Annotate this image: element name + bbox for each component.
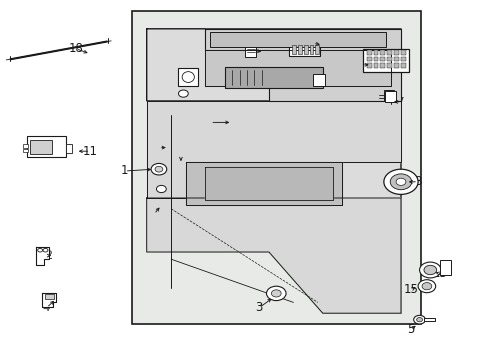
Polygon shape bbox=[205, 50, 390, 86]
Text: 18: 18 bbox=[68, 42, 83, 55]
Bar bbox=[309, 45, 313, 54]
Bar bbox=[366, 63, 371, 68]
Bar bbox=[385, 91, 395, 102]
Circle shape bbox=[43, 248, 48, 252]
Bar bbox=[386, 57, 391, 61]
Bar bbox=[439, 260, 450, 275]
Circle shape bbox=[38, 248, 42, 252]
Circle shape bbox=[413, 315, 425, 324]
Text: 15: 15 bbox=[403, 283, 417, 296]
Bar bbox=[23, 149, 28, 152]
Circle shape bbox=[419, 262, 440, 278]
Bar bbox=[400, 50, 405, 55]
Text: 13: 13 bbox=[432, 267, 447, 280]
Polygon shape bbox=[205, 167, 332, 200]
Text: 11: 11 bbox=[83, 145, 98, 158]
Bar bbox=[393, 63, 398, 68]
Bar bbox=[297, 45, 301, 54]
Text: 5: 5 bbox=[406, 323, 414, 336]
Polygon shape bbox=[41, 293, 56, 307]
Bar bbox=[224, 67, 322, 88]
Bar bbox=[383, 90, 393, 101]
Bar bbox=[30, 140, 52, 154]
Bar bbox=[400, 63, 405, 68]
Circle shape bbox=[178, 90, 188, 97]
Bar bbox=[288, 41, 320, 56]
Circle shape bbox=[156, 185, 166, 193]
Circle shape bbox=[423, 265, 436, 275]
Text: 14: 14 bbox=[305, 37, 320, 50]
Polygon shape bbox=[185, 162, 342, 205]
Bar bbox=[132, 11, 420, 324]
Circle shape bbox=[417, 280, 435, 293]
Circle shape bbox=[389, 174, 411, 190]
Text: 1: 1 bbox=[121, 165, 128, 177]
Bar bbox=[373, 63, 378, 68]
Circle shape bbox=[421, 283, 431, 290]
Bar bbox=[23, 144, 28, 148]
Text: 2: 2 bbox=[150, 208, 158, 221]
Text: 8: 8 bbox=[413, 175, 421, 188]
Text: 17: 17 bbox=[246, 44, 261, 57]
Bar bbox=[66, 144, 72, 153]
Bar bbox=[400, 57, 405, 61]
Bar bbox=[315, 45, 319, 54]
Bar bbox=[424, 318, 434, 321]
Circle shape bbox=[383, 169, 417, 194]
Bar bbox=[27, 136, 66, 157]
Polygon shape bbox=[146, 101, 400, 198]
Bar bbox=[373, 57, 378, 61]
Circle shape bbox=[395, 178, 405, 185]
Bar bbox=[393, 57, 398, 61]
Text: 4: 4 bbox=[42, 301, 50, 314]
Bar bbox=[245, 46, 256, 57]
Bar bbox=[393, 50, 398, 55]
Bar bbox=[380, 57, 385, 61]
Bar bbox=[303, 45, 307, 54]
Polygon shape bbox=[146, 198, 400, 313]
Text: 6: 6 bbox=[177, 150, 184, 163]
Bar bbox=[45, 294, 54, 299]
Bar bbox=[366, 50, 371, 55]
Text: 10: 10 bbox=[203, 116, 217, 129]
Bar bbox=[178, 68, 198, 86]
Text: 16: 16 bbox=[354, 58, 368, 71]
Ellipse shape bbox=[182, 72, 194, 82]
Circle shape bbox=[155, 166, 163, 172]
Bar bbox=[386, 50, 391, 55]
Circle shape bbox=[151, 163, 166, 175]
Bar bbox=[291, 45, 295, 54]
Bar bbox=[373, 50, 378, 55]
Circle shape bbox=[416, 318, 422, 322]
Text: 3: 3 bbox=[255, 301, 263, 314]
Bar bbox=[312, 74, 325, 86]
Bar bbox=[210, 32, 386, 47]
Bar bbox=[380, 63, 385, 68]
Bar bbox=[386, 63, 391, 68]
Text: 12: 12 bbox=[39, 249, 54, 262]
Circle shape bbox=[271, 290, 281, 297]
Bar bbox=[362, 49, 408, 72]
Polygon shape bbox=[36, 247, 49, 265]
Bar bbox=[380, 50, 385, 55]
Text: 9: 9 bbox=[155, 141, 163, 154]
Bar bbox=[366, 57, 371, 61]
Polygon shape bbox=[205, 29, 400, 101]
Circle shape bbox=[266, 286, 285, 301]
Text: 7: 7 bbox=[396, 96, 404, 109]
Polygon shape bbox=[146, 29, 400, 313]
